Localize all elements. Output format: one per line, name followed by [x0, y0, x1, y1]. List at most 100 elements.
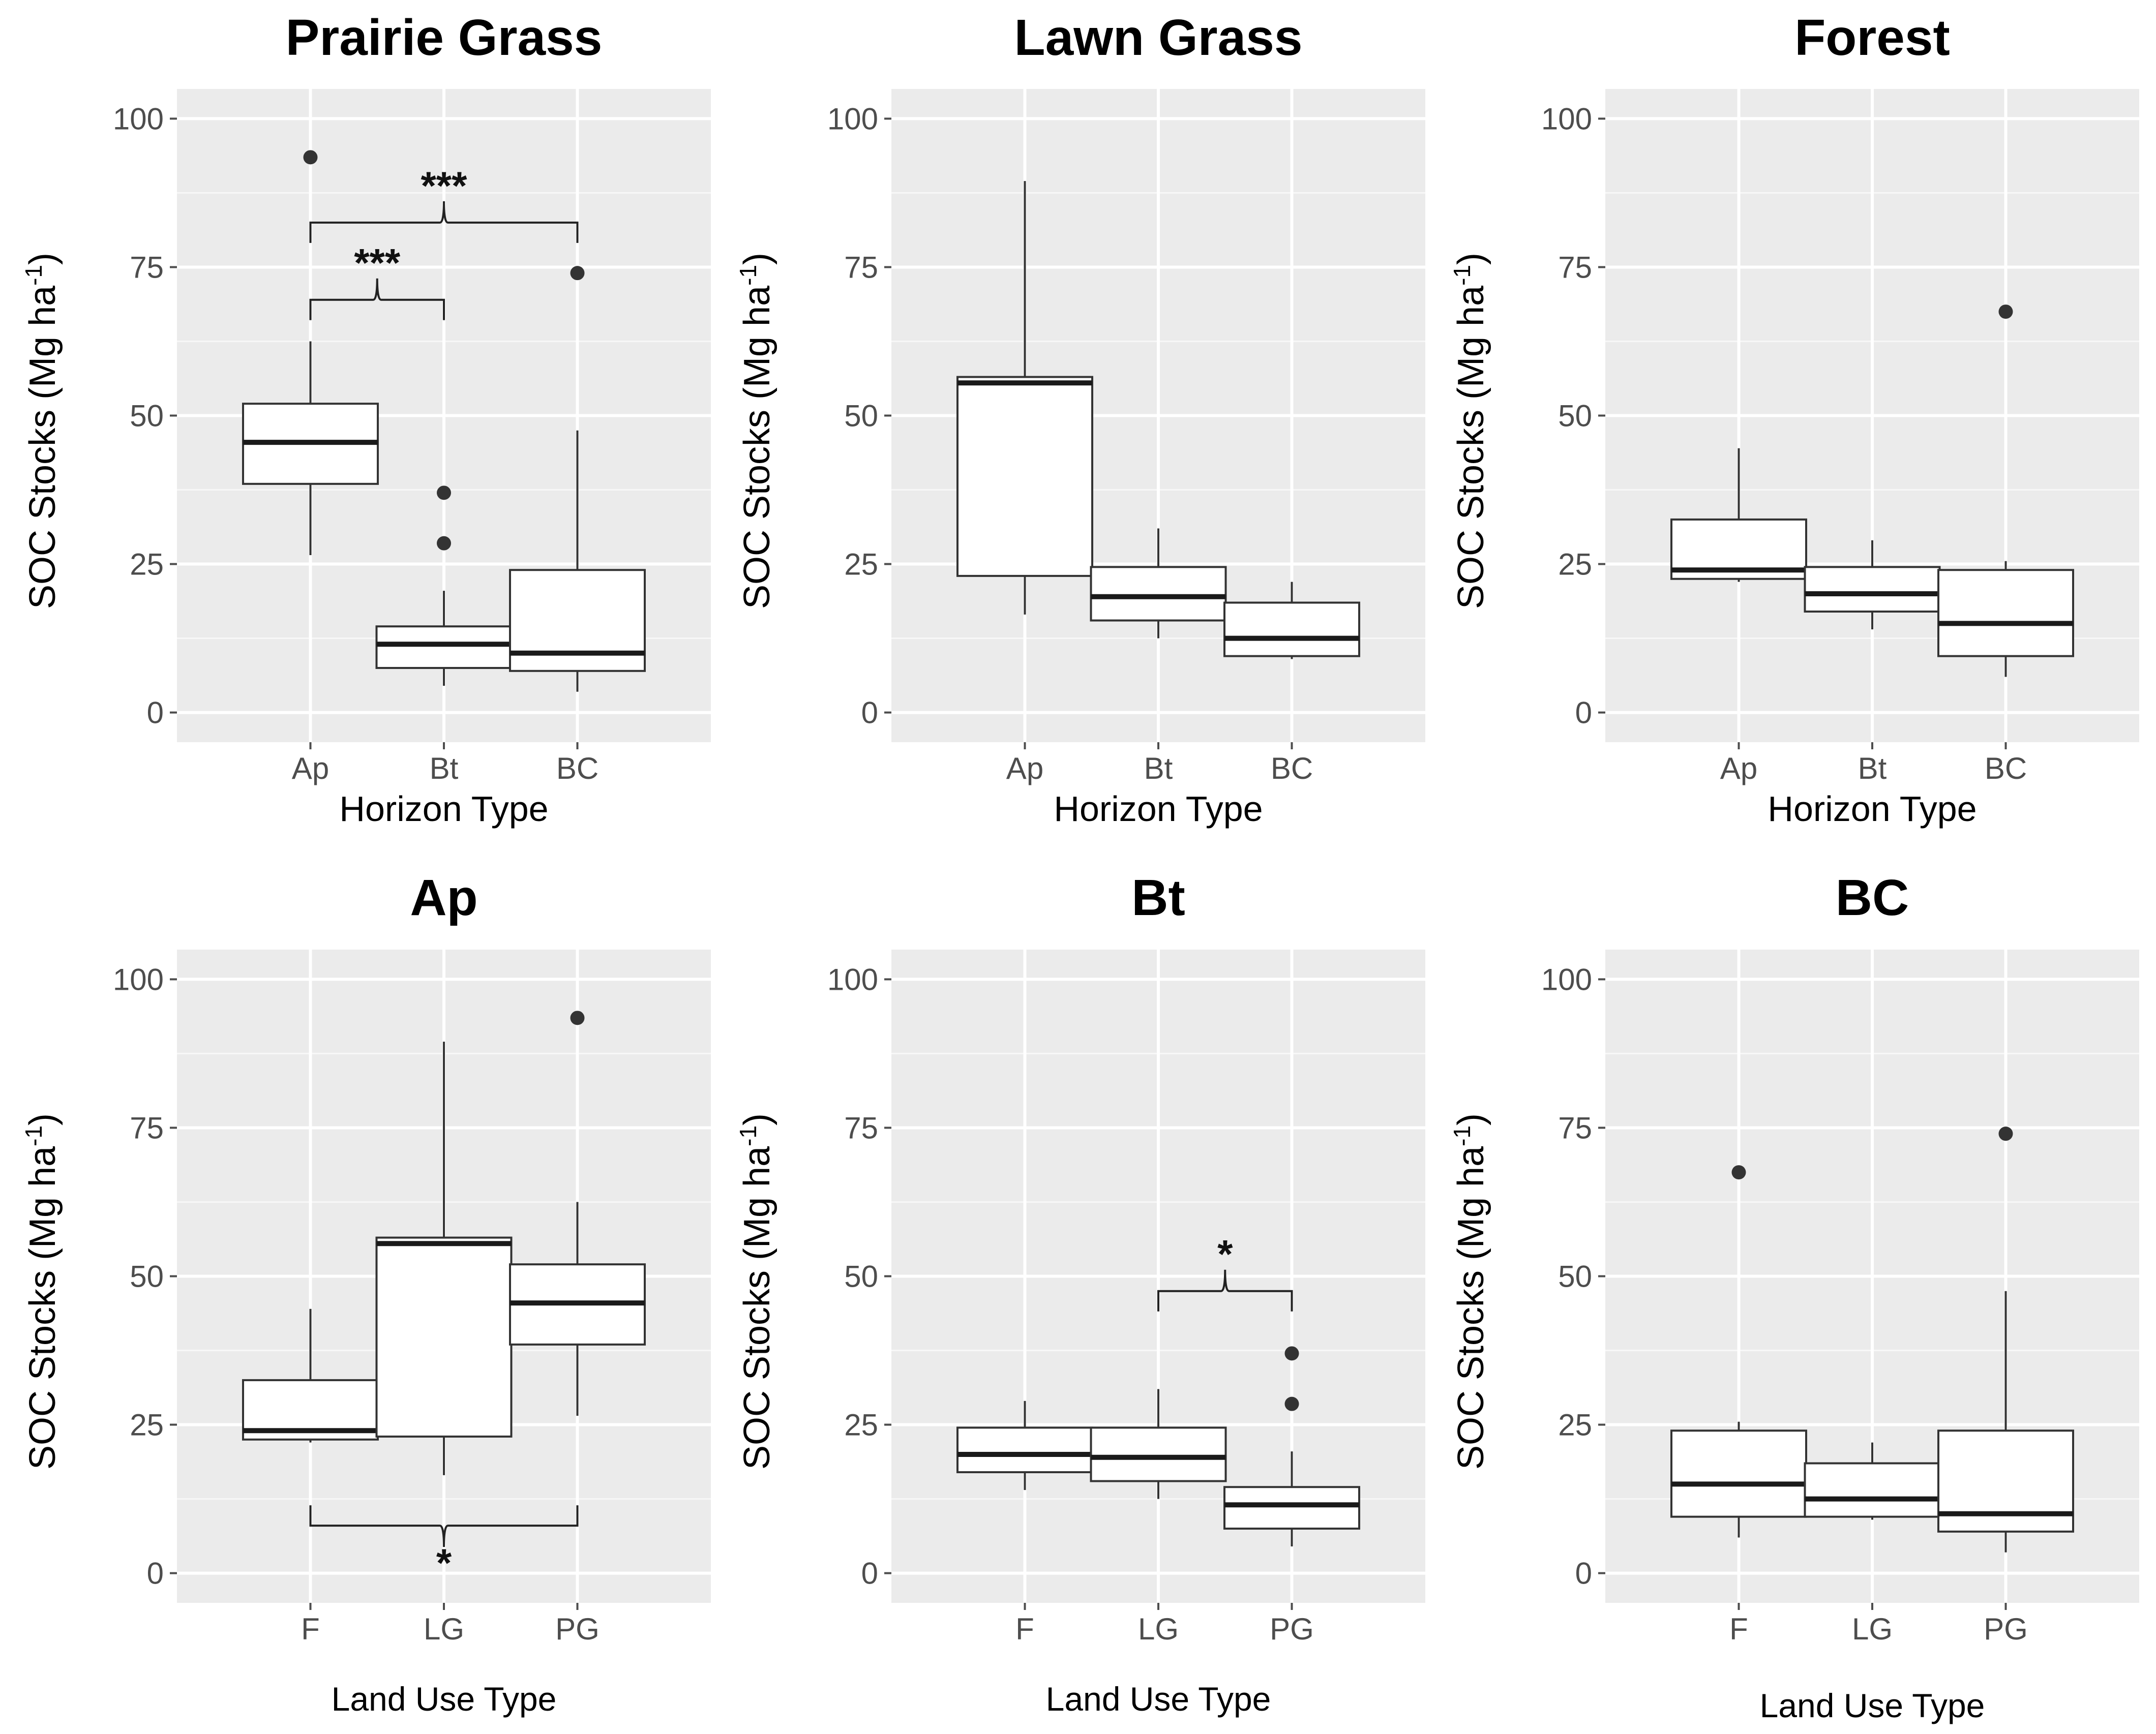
y-axis-title-close: )	[737, 253, 777, 265]
y-axis-title-main: SOC Stocks (Mg ha	[1451, 285, 1491, 609]
y-axis-title: SOC Stocks (Mg ha-1)	[20, 1113, 63, 1470]
y-tick-label: 0	[861, 696, 878, 730]
box-iqr	[956, 1426, 1093, 1474]
box-pg	[1937, 1127, 2074, 1553]
box-iqr	[1937, 569, 2074, 657]
x-axis-title: Land Use Type	[332, 1680, 557, 1718]
significance-bracket	[309, 278, 445, 320]
y-axis-title-close: )	[22, 1113, 63, 1125]
x-tick-label: F	[301, 1612, 320, 1646]
x-axis-title: Horizon Type	[339, 789, 548, 829]
y-tick-label: 100	[1541, 102, 1592, 136]
y-axis-title-main: SOC Stocks (Mg ha	[22, 1146, 63, 1470]
y-tick-label: 0	[147, 696, 164, 730]
y-tick-label: 50	[130, 1260, 164, 1294]
x-tick-label: LG	[424, 1612, 464, 1646]
y-axis-title-main: SOC Stocks (Mg ha	[22, 285, 63, 609]
y-tick-label: 25	[844, 547, 878, 582]
box-iqr	[1223, 1486, 1360, 1530]
x-tick-label: F	[1729, 1612, 1748, 1646]
outlier-point	[1998, 1127, 2013, 1141]
outlier-point	[1284, 1346, 1299, 1361]
x-tick-label: Bt	[430, 751, 459, 785]
y-axis-title-close: )	[737, 1113, 777, 1125]
y-axis-title-main: SOC Stocks (Mg ha	[737, 1146, 777, 1470]
box-ap	[1670, 448, 1807, 582]
y-tick-label: 100	[113, 102, 164, 136]
panel-title: Bt	[1131, 869, 1185, 926]
box-iqr	[1804, 566, 1941, 613]
y-axis-title: SOC Stocks (Mg ha-1)	[735, 1113, 777, 1470]
y-tick-label: 25	[1558, 1408, 1592, 1442]
y-tick-label: 50	[130, 399, 164, 433]
x-tick-label: Bt	[1144, 751, 1173, 785]
box-pg	[509, 1011, 646, 1416]
panel-title: Prairie Grass	[286, 9, 603, 66]
box-iqr	[375, 1236, 513, 1438]
y-tick-label: 0	[147, 1557, 164, 1591]
outlier-point	[437, 536, 451, 551]
box-iqr	[1937, 1429, 2074, 1533]
x-axis-title: Land Use Type	[1760, 1687, 1985, 1724]
box-iqr	[375, 625, 513, 669]
x-tick-label: BC	[1985, 751, 2027, 785]
significance-label: ***	[354, 240, 401, 285]
y-tick-label: 25	[844, 1408, 878, 1442]
y-axis-title: SOC Stocks (Mg ha-1)	[1449, 253, 1491, 609]
panel-ap: 0 25 50 75 100 F LG PG * Ap Land Use Type SOC Stock…	[20, 869, 711, 1718]
significance-label: *	[1217, 1232, 1233, 1276]
significance-bracket	[309, 201, 579, 243]
x-tick-label: LG	[1852, 1612, 1893, 1646]
y-tick-label: 75	[844, 1111, 878, 1145]
x-tick-label: Ap	[1720, 751, 1757, 785]
box-iqr	[1090, 566, 1227, 622]
panel-lawn-grass: 0 25 50 75 100 Ap Bt BC Lawn Grass Horizon Type SO…	[735, 9, 1425, 829]
y-axis-title-main: SOC Stocks (Mg ha	[1451, 1146, 1491, 1470]
x-tick-label: PG	[555, 1612, 600, 1646]
y-axis-title-superscript: -1	[735, 1125, 761, 1146]
y-tick-label: 25	[130, 1408, 164, 1442]
box-lg	[375, 1042, 513, 1475]
y-axis-title: SOC Stocks (Mg ha-1)	[735, 253, 777, 609]
y-axis-title-superscript: -1	[1449, 1125, 1475, 1146]
y-axis-title-superscript: -1	[20, 1125, 47, 1146]
y-axis-title-superscript: -1	[1449, 265, 1475, 286]
outlier-point	[1998, 305, 2013, 319]
y-tick-label: 100	[827, 102, 878, 136]
x-axis-title: Horizon Type	[1768, 789, 1977, 829]
y-tick-label: 50	[1558, 1260, 1592, 1294]
y-tick-label: 50	[1558, 399, 1592, 433]
x-tick-label: BC	[1271, 751, 1313, 785]
box-ap	[956, 181, 1093, 615]
outlier-point	[1731, 1165, 1746, 1180]
y-tick-label: 25	[1558, 547, 1592, 582]
y-axis-title-close: )	[1451, 253, 1491, 265]
y-tick-label: 75	[130, 1111, 164, 1145]
y-tick-label: 100	[1541, 962, 1592, 996]
x-tick-label: Ap	[292, 751, 329, 785]
box-iqr	[1223, 601, 1360, 657]
y-tick-label: 75	[130, 250, 164, 284]
x-axis-title: Land Use Type	[1046, 1680, 1271, 1718]
y-axis-title-main: SOC Stocks (Mg ha	[737, 285, 777, 609]
box-bc	[1223, 582, 1360, 659]
x-tick-label: PG	[1270, 1612, 1314, 1646]
y-tick-label: 0	[1575, 696, 1592, 730]
outlier-point	[1284, 1396, 1299, 1411]
y-axis-title: SOC Stocks (Mg ha-1)	[1449, 1113, 1491, 1470]
y-axis-title-superscript: -1	[20, 265, 47, 286]
box-ap	[242, 150, 379, 556]
y-axis-title-close: )	[22, 253, 63, 265]
outlier-point	[303, 150, 318, 165]
outlier-point	[570, 266, 585, 281]
x-tick-label: LG	[1138, 1612, 1179, 1646]
box-bt	[375, 485, 513, 686]
x-tick-label: Bt	[1858, 751, 1887, 785]
y-tick-label: 75	[1558, 1111, 1592, 1145]
y-tick-label: 100	[113, 962, 164, 996]
x-tick-label: F	[1015, 1612, 1034, 1646]
y-tick-label: 50	[844, 1260, 878, 1294]
panel-title: Lawn Grass	[1014, 9, 1303, 66]
box-f	[242, 1309, 379, 1443]
